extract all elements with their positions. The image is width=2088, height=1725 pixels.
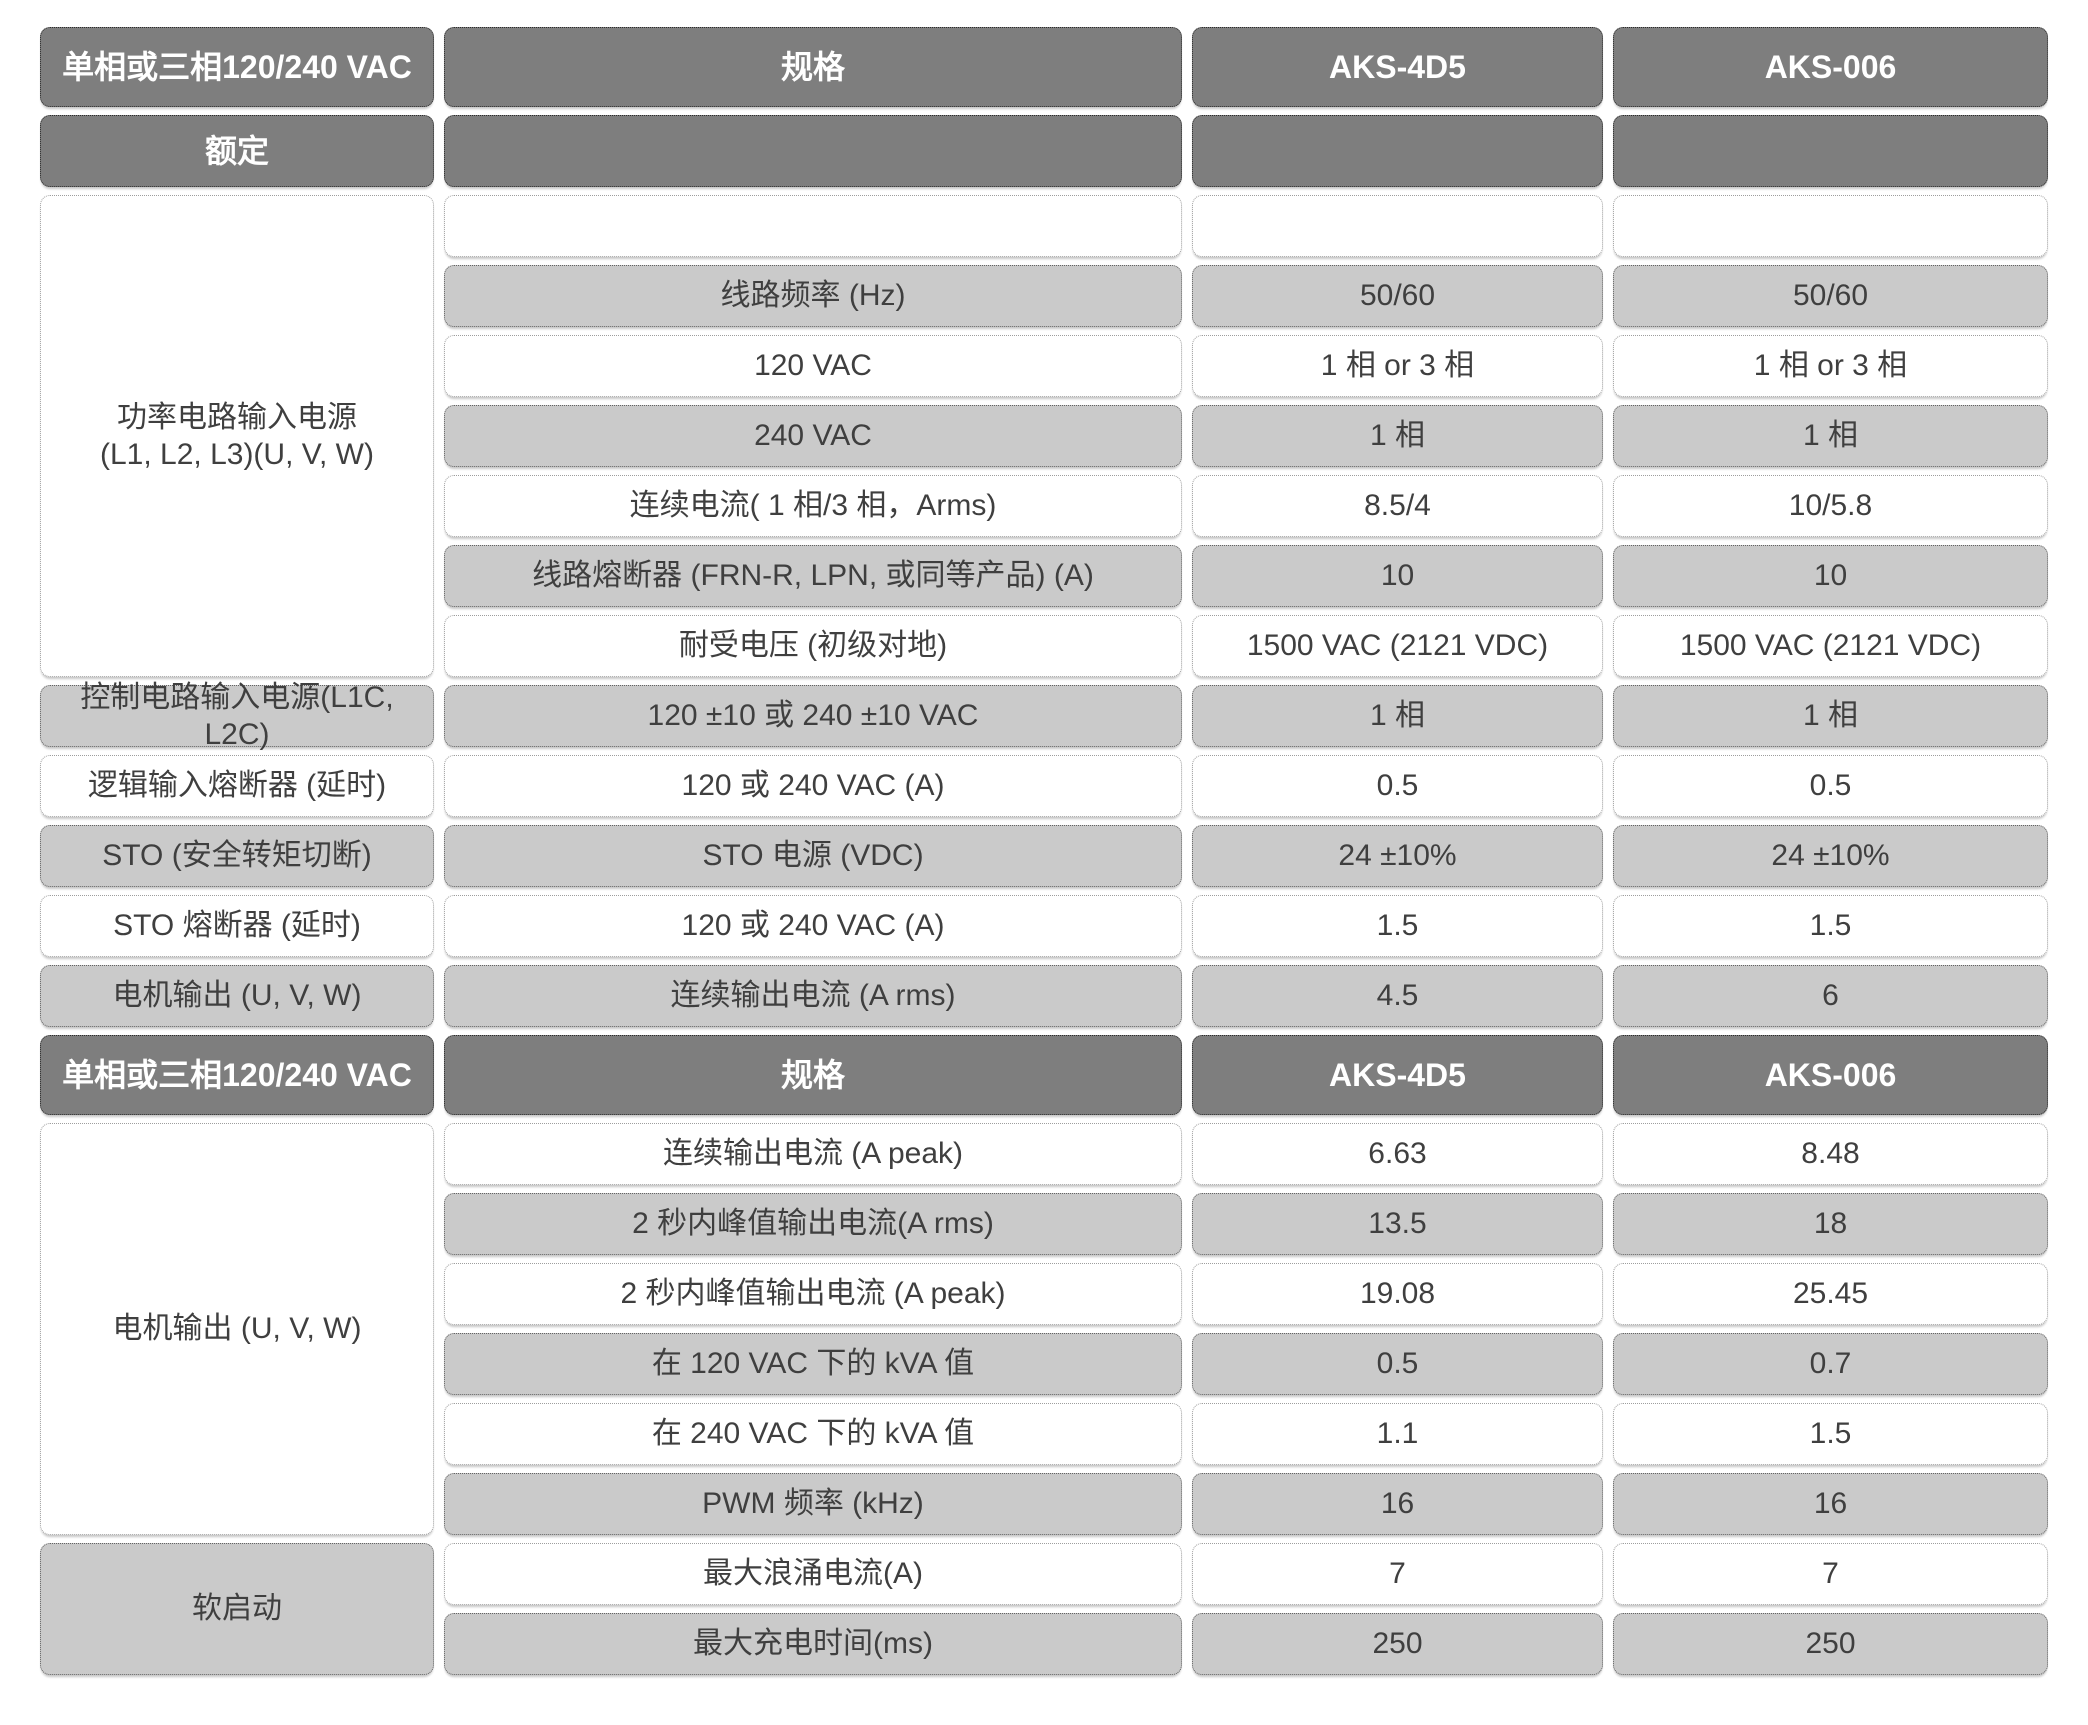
value-cell-withstand-voltage-b: 1500 VAC (2121 VDC) xyxy=(1613,615,2048,677)
value-cell-line-fuse-b: 10 xyxy=(1613,545,2048,607)
value-cell-120vac-a: 1 相 or 3 相 xyxy=(1192,335,1603,397)
spec-cell-withstand-voltage: 耐受电压 (初级对地) xyxy=(444,615,1182,677)
spec-cell-kva-120: 在 120 VAC 下的 kVA 值 xyxy=(444,1333,1182,1395)
value-cell-max-inrush-b: 7 xyxy=(1613,1543,2048,1605)
group-label-motor-output: 电机输出 (U, V, W) xyxy=(40,1123,434,1535)
value-cell-line-frequency-b: 50/60 xyxy=(1613,265,2048,327)
label-cell-logic-fuse: 逻辑输入熔断器 (延时) xyxy=(40,755,434,817)
value-cell-sto-supply-b: 24 ±10% xyxy=(1613,825,2048,887)
subheader-rated: 额定 xyxy=(40,115,434,187)
spec-cell-240vac: 240 VAC xyxy=(444,405,1182,467)
value-cell-cont-output-rms-a: 4.5 xyxy=(1192,965,1603,1027)
header-mid-spec: 规格 xyxy=(444,1035,1182,1115)
spec-cell-cont-output-peak: 连续输出电流 (A peak) xyxy=(444,1123,1182,1185)
value-cell-kva-240-a: 1.1 xyxy=(1192,1403,1603,1465)
value-cell-line-fuse-a: 10 xyxy=(1192,545,1603,607)
value-cell-cont-output-rms-b: 6 xyxy=(1613,965,2048,1027)
subheader-spacer-model-b xyxy=(1613,115,2048,187)
value-cell-control-input-a: 1 相 xyxy=(1192,685,1603,747)
spec-cell-empty xyxy=(444,195,1182,257)
value-cell-2s-peak-rms-b: 18 xyxy=(1613,1193,2048,1255)
value-cell-2s-peak-rms-a: 13.5 xyxy=(1192,1193,1603,1255)
label-cell-sto-fuse: STO 熔断器 (延时) xyxy=(40,895,434,957)
header-model-aks-006: AKS-006 xyxy=(1613,27,2048,107)
header-mid-model-aks-4d5: AKS-4D5 xyxy=(1192,1035,1603,1115)
value-cell-empty-b xyxy=(1613,195,2048,257)
spec-cell-pwm-frequency: PWM 频率 (kHz) xyxy=(444,1473,1182,1535)
subheader-spacer-spec xyxy=(444,115,1182,187)
value-cell-line-frequency-a: 50/60 xyxy=(1192,265,1603,327)
header-model-aks-4d5: AKS-4D5 xyxy=(1192,27,1603,107)
value-cell-120vac-b: 1 相 or 3 相 xyxy=(1613,335,2048,397)
spec-cell-control-input: 120 ±10 或 240 ±10 VAC xyxy=(444,685,1182,747)
spec-cell-line-frequency: 线路频率 (Hz) xyxy=(444,265,1182,327)
value-cell-max-charge-time-b: 250 xyxy=(1613,1613,2048,1675)
value-cell-logic-fuse-b: 0.5 xyxy=(1613,755,2048,817)
value-cell-logic-fuse-a: 0.5 xyxy=(1192,755,1603,817)
value-cell-sto-fuse-b: 1.5 xyxy=(1613,895,2048,957)
value-cell-max-charge-time-a: 250 xyxy=(1192,1613,1603,1675)
value-cell-cont-output-peak-a: 6.63 xyxy=(1192,1123,1603,1185)
group-label-power-input: 功率电路输入电源 (L1, L2, L3)(U, V, W) xyxy=(40,195,434,677)
spec-cell-max-inrush: 最大浪涌电流(A) xyxy=(444,1543,1182,1605)
spec-cell-120vac: 120 VAC xyxy=(444,335,1182,397)
value-cell-max-inrush-a: 7 xyxy=(1192,1543,1603,1605)
header-mid-model-aks-006: AKS-006 xyxy=(1613,1035,2048,1115)
value-cell-2s-peak-peak-b: 25.45 xyxy=(1613,1263,2048,1325)
header-mid-rating-group: 单相或三相120/240 VAC xyxy=(40,1035,434,1115)
spec-cell-cont-output-rms: 连续输出电流 (A rms) xyxy=(444,965,1182,1027)
group-label-power-input-line2: (L1, L2, L3)(U, V, W) xyxy=(100,438,374,471)
spec-cell-sto-supply: STO 电源 (VDC) xyxy=(444,825,1182,887)
value-cell-kva-120-b: 0.7 xyxy=(1613,1333,2048,1395)
spec-cell-max-charge-time: 最大充电时间(ms) xyxy=(444,1613,1182,1675)
value-cell-pwm-frequency-b: 16 xyxy=(1613,1473,2048,1535)
spec-cell-kva-240: 在 240 VAC 下的 kVA 值 xyxy=(444,1403,1182,1465)
value-cell-240vac-a: 1 相 xyxy=(1192,405,1603,467)
header-rating-group: 单相或三相120/240 VAC xyxy=(40,27,434,107)
subheader-spacer-model-a xyxy=(1192,115,1603,187)
value-cell-kva-120-a: 0.5 xyxy=(1192,1333,1603,1395)
group-label-power-input-line1: 功率电路输入电源 xyxy=(117,400,357,434)
spec-cell-continuous-current: 连续电流( 1 相/3 相，Arms) xyxy=(444,475,1182,537)
value-cell-sto-supply-a: 24 ±10% xyxy=(1192,825,1603,887)
value-cell-kva-240-b: 1.5 xyxy=(1613,1403,2048,1465)
group-label-soft-start: 软启动 xyxy=(40,1543,434,1675)
value-cell-continuous-current-b: 10/5.8 xyxy=(1613,475,2048,537)
value-cell-continuous-current-a: 8.5/4 xyxy=(1192,475,1603,537)
label-cell-sto: STO (安全转矩切断) xyxy=(40,825,434,887)
value-cell-empty-a xyxy=(1192,195,1603,257)
value-cell-control-input-b: 1 相 xyxy=(1613,685,2048,747)
value-cell-sto-fuse-a: 1.5 xyxy=(1192,895,1603,957)
value-cell-pwm-frequency-a: 16 xyxy=(1192,1473,1603,1535)
value-cell-240vac-b: 1 相 xyxy=(1613,405,2048,467)
header-spec: 规格 xyxy=(444,27,1182,107)
value-cell-withstand-voltage-a: 1500 VAC (2121 VDC) xyxy=(1192,615,1603,677)
spec-table: 单相或三相120/240 VAC 规格 AKS-4D5 AKS-006 额定 功… xyxy=(40,27,2048,1675)
spec-cell-line-fuse: 线路熔断器 (FRN-R, LPN, 或同等产品) (A) xyxy=(444,545,1182,607)
spec-cell-2s-peak-peak: 2 秒内峰值输出电流 (A peak) xyxy=(444,1263,1182,1325)
spec-cell-logic-fuse: 120 或 240 VAC (A) xyxy=(444,755,1182,817)
spec-cell-2s-peak-rms: 2 秒内峰值输出电流(A rms) xyxy=(444,1193,1182,1255)
value-cell-2s-peak-peak-a: 19.08 xyxy=(1192,1263,1603,1325)
label-cell-control-input: 控制电路输入电源(L1C, L2C) xyxy=(40,681,434,751)
value-cell-cont-output-peak-b: 8.48 xyxy=(1613,1123,2048,1185)
label-cell-motor-output: 电机输出 (U, V, W) xyxy=(40,965,434,1027)
spec-cell-sto-fuse: 120 或 240 VAC (A) xyxy=(444,895,1182,957)
